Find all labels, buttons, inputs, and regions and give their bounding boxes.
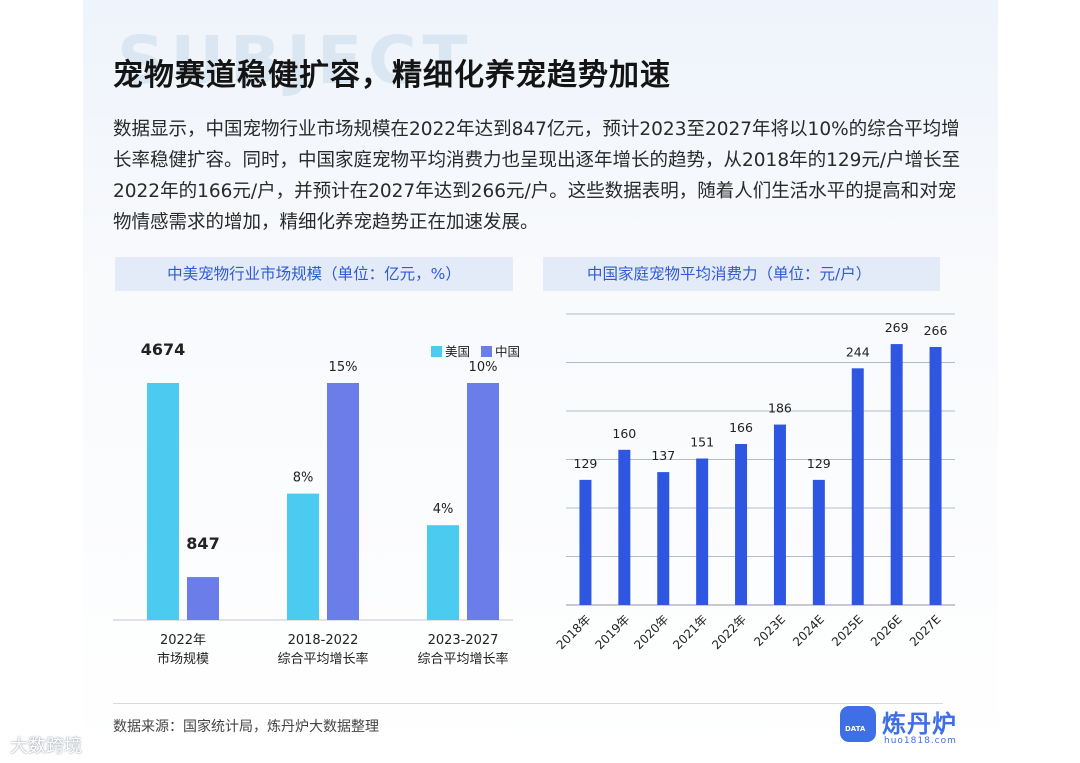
bar-usa-2	[427, 525, 459, 620]
bar-usa-1	[287, 493, 319, 620]
right-chart-title: 中国家庭宠物平均消费力（单位：元/户）	[543, 257, 940, 291]
legend-swatch-usa	[431, 346, 442, 357]
footer-divider	[113, 703, 943, 704]
data-label: 8%	[293, 471, 314, 486]
x-tick-label: 综合平均增长率	[417, 651, 508, 667]
data-label: 4%	[433, 502, 454, 517]
x-tick-label: 2022年	[160, 633, 206, 648]
x-tick-label: 综合平均增长率	[277, 651, 368, 667]
bar-usa-0	[147, 383, 179, 620]
page-title: 宠物赛道稳健扩容，精细化养宠趋势加速	[113, 58, 671, 93]
report-page	[83, 0, 998, 763]
brand-name: 炼丹炉	[882, 710, 957, 738]
x-tick-label: 市场规模	[157, 651, 209, 667]
data-label: 847	[186, 534, 219, 553]
x-tick-label: 2018-2022	[288, 633, 359, 648]
right-chart-title-text: 中国家庭宠物平均消费力（单位：元/户）	[587, 265, 872, 283]
legend-swatch-china	[481, 346, 492, 357]
watermark: 大数跨境	[10, 736, 82, 757]
left-chart-title-text: 中美宠物行业市场规模（单位：亿元，%）	[167, 265, 461, 283]
data-label: 4674	[141, 340, 186, 359]
brand-logo-block: DATA 炼丹炉 huo1818.com	[840, 706, 980, 750]
x-tick-label: 2023-2027	[428, 633, 499, 648]
data-label: 15%	[329, 360, 358, 375]
background-word: SUBJECT	[117, 22, 474, 99]
description-paragraph: 数据显示，中国宠物行业市场规模在2022年达到847亿元，预计2023至2027…	[113, 119, 961, 233]
brand-flask-icon: DATA	[840, 706, 876, 742]
bar-china-2	[467, 383, 499, 620]
left-chart-title: 中美宠物行业市场规模（单位：亿元，%）	[115, 257, 513, 291]
data-label: 10%	[469, 360, 498, 375]
brand-logo-tag: DATA	[845, 725, 866, 733]
bar-china-0	[187, 577, 219, 620]
bar-china-1	[327, 383, 359, 620]
legend-label-china: 中国	[495, 344, 520, 359]
legend-label-usa: 美国	[445, 344, 470, 359]
brand-url: huo1818.com	[884, 736, 957, 746]
data-source: 数据来源：国家统计局，炼丹炉大数据整理	[113, 719, 379, 735]
